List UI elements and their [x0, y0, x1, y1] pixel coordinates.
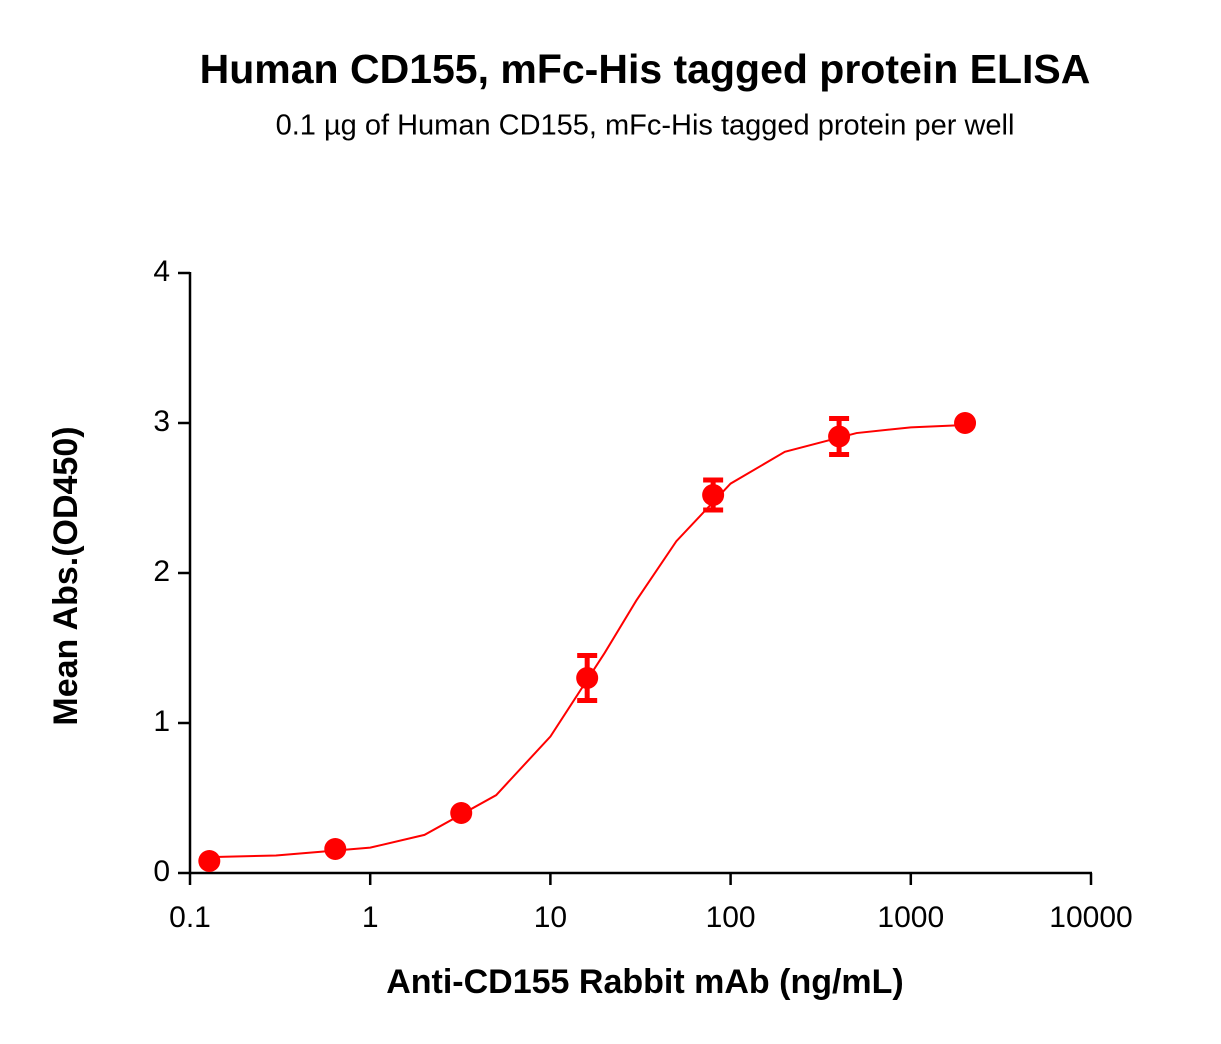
data-point [954, 412, 977, 434]
data-point [702, 484, 725, 506]
x-axis-label: Anti-CD155 Rabbit mAb (ng/mL) [386, 963, 904, 1001]
chart-title: Human CD155, mFc-His tagged protein ELIS… [200, 46, 1091, 92]
x-tick-label: 1000 [877, 901, 944, 934]
x-tick-label: 1 [362, 901, 379, 934]
data-point [450, 802, 473, 824]
x-tick-label: 10 [534, 901, 567, 934]
x-tick-label: 10000 [1049, 901, 1132, 934]
data-point [198, 850, 221, 872]
data-point [576, 667, 599, 689]
data-point [324, 838, 347, 860]
fit-curve [209, 423, 966, 859]
y-tick-label: 0 [153, 855, 170, 888]
x-tick-label: 100 [706, 901, 756, 934]
chart-subtitle: 0.1 µg of Human CD155, mFc-His tagged pr… [276, 110, 1015, 142]
y-axis-label: Mean Abs.(OD450) [47, 426, 85, 725]
y-tick-label: 1 [153, 705, 170, 738]
data-point [828, 425, 851, 448]
y-tick-label: 4 [153, 255, 170, 288]
y-tick-label: 3 [153, 405, 170, 438]
x-tick-label: 0.1 [169, 901, 211, 934]
y-tick-label: 2 [153, 555, 170, 588]
